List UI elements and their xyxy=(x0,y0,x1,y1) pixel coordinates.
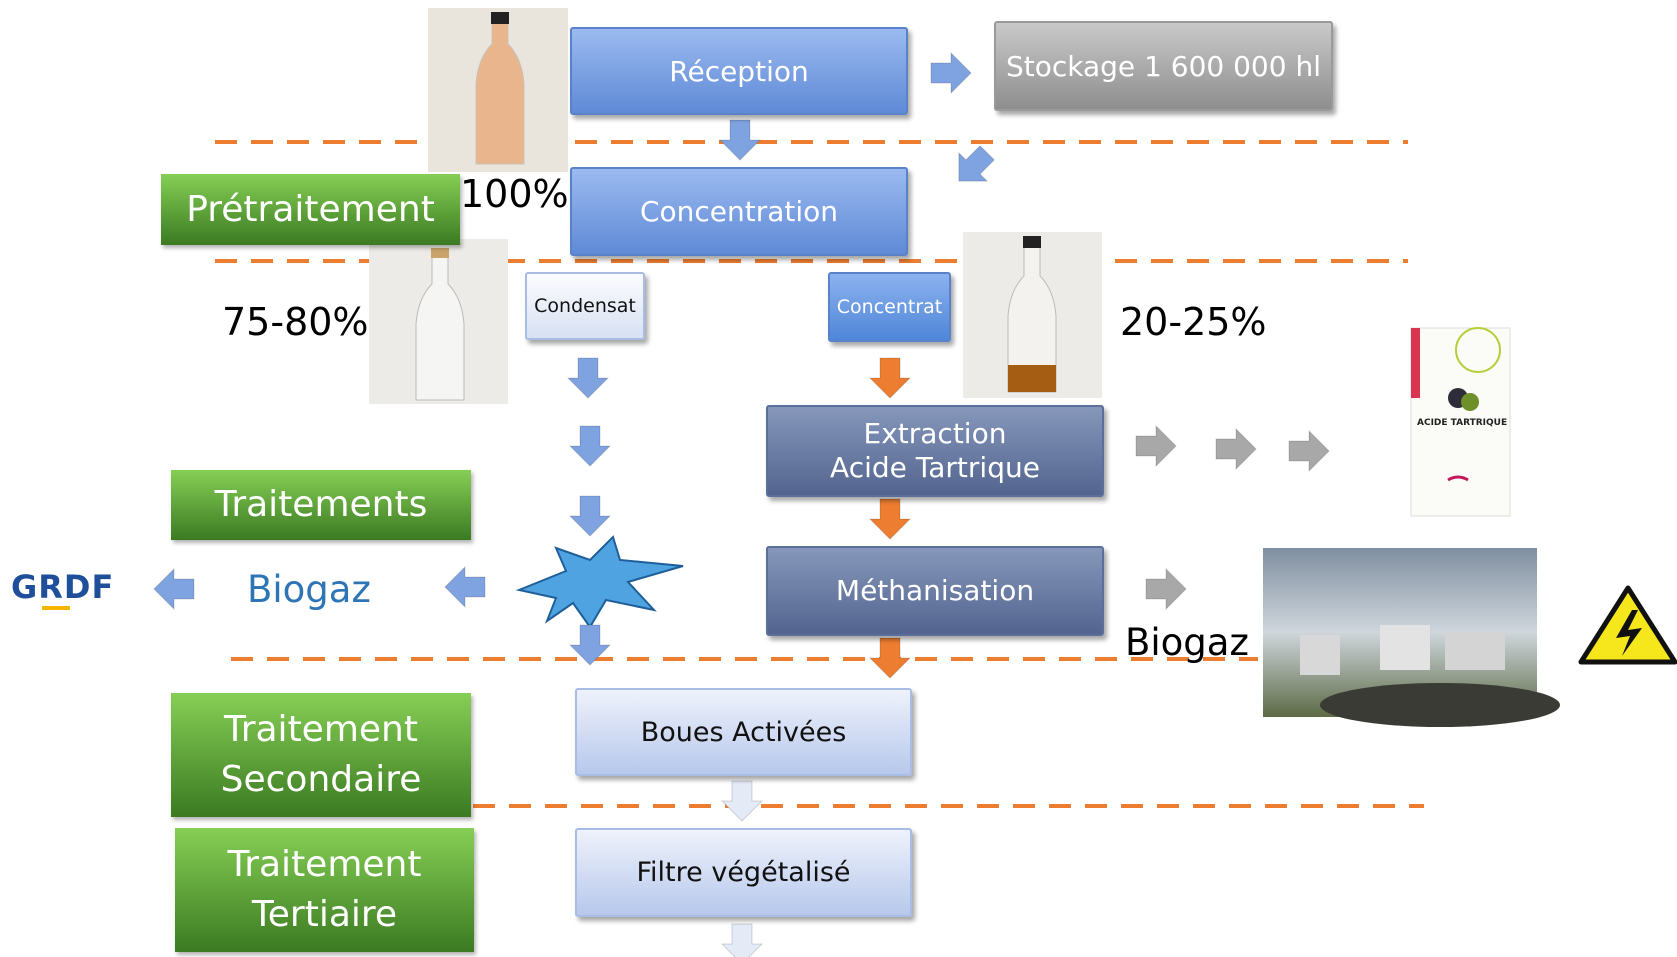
bottle-photo xyxy=(369,239,508,404)
arrow xyxy=(1216,429,1256,469)
arrow xyxy=(445,567,485,607)
biogaz-plant: Biogaz xyxy=(1125,621,1249,664)
arrow xyxy=(870,499,910,539)
node-filtre: Filtre végétalisé xyxy=(575,828,912,917)
node-concentrat: Concentrat xyxy=(828,272,951,342)
share-condensat: 75-80% xyxy=(222,300,369,344)
arrow xyxy=(1146,569,1186,609)
arrow xyxy=(720,120,760,160)
arrow xyxy=(1289,431,1329,471)
arrow xyxy=(570,496,610,536)
grdf-logo xyxy=(42,606,70,610)
arrow xyxy=(722,924,762,957)
product-label: ACIDE TARTRIQUE xyxy=(1417,418,1507,428)
node-concentration: Concentration xyxy=(570,167,908,256)
starburst xyxy=(519,537,683,627)
stage-tertiaire: Traitement Tertiaire xyxy=(175,828,474,952)
share-total: 100% xyxy=(460,172,569,216)
plant-photo xyxy=(1263,548,1560,727)
stage-traitements: Traitements xyxy=(171,470,471,540)
arrow xyxy=(570,426,610,466)
arrow xyxy=(931,53,971,93)
node-reception: Réception xyxy=(570,27,908,115)
grdf-logo-text: GRDF xyxy=(11,568,114,606)
arrow xyxy=(722,781,762,821)
page: {"nodes": { "reception": "Réception", "s… xyxy=(0,0,1677,957)
arrow xyxy=(568,358,608,398)
node-boues: Boues Activées xyxy=(575,688,912,776)
node-stockage: Stockage 1 600 000 hl xyxy=(994,21,1333,111)
bottle-photo xyxy=(428,8,568,172)
arrow xyxy=(1136,426,1176,466)
bottle-photo xyxy=(963,232,1102,398)
arrow xyxy=(945,139,1002,196)
stage-pretraitement: Prétraitement xyxy=(161,174,460,245)
node-methanisation: Méthanisation xyxy=(766,546,1104,636)
arrow xyxy=(870,638,910,678)
arrow xyxy=(870,358,910,398)
share-concentrat: 20-25% xyxy=(1120,300,1267,344)
biogaz-grdf: Biogaz xyxy=(247,568,371,611)
node-condensat: Condensat xyxy=(525,272,645,340)
warning-sign xyxy=(1581,588,1675,662)
stage-secondaire: Traitement Secondaire xyxy=(171,693,471,817)
arrow xyxy=(154,569,194,609)
node-extraction: Extraction Acide Tartrique xyxy=(766,405,1104,497)
